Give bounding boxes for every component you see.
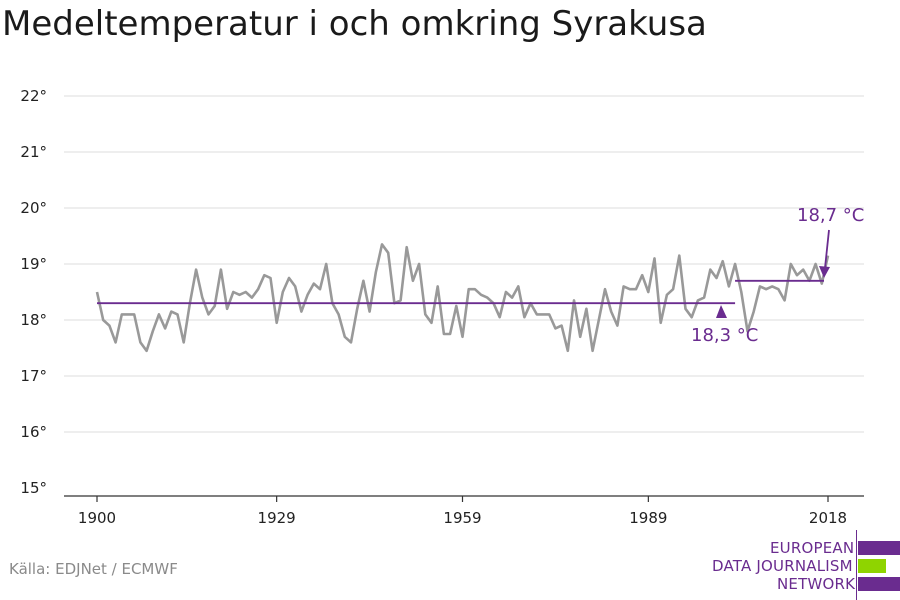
y-tick-label: 21° (20, 143, 47, 161)
x-tick-label: 1929 (258, 509, 296, 527)
temperature-series-line (95, 243, 830, 353)
annotations: 18,3 °C 18,7 °C (691, 205, 864, 346)
chart-title: Medeltemperatur i och omkring Syrakusa (2, 4, 707, 44)
annotation-arrow (819, 266, 830, 278)
annotation-arrow-line (824, 229, 830, 269)
reference-lines (97, 279, 824, 305)
source-note: Källa: EDJNet / ECMWF (9, 560, 178, 578)
logo-bar-green (858, 559, 886, 573)
logo-line-2: DATA JOURNALISM (712, 557, 853, 575)
y-tick-label: 17° (20, 367, 47, 385)
series-layer (95, 243, 830, 353)
logo-line-3: NETWORK (777, 575, 856, 593)
y-tick-label: 18° (20, 311, 47, 329)
logo-line-1: EUROPEAN (770, 539, 855, 557)
annotation-label: 18,3 °C (691, 325, 758, 346)
x-tick-label: 1900 (78, 509, 116, 527)
logo-bar-purple-2 (858, 577, 900, 591)
logo-bar-purple-1 (858, 541, 900, 555)
y-axis-ticks: 15° 16° 17° 18° 19° 20° 21° 22° (20, 87, 47, 497)
grid-layer (64, 95, 864, 433)
y-tick-label: 16° (20, 423, 47, 441)
y-tick-label: 15° (20, 479, 47, 497)
y-tick-label: 19° (20, 255, 47, 273)
annotation-arrow (716, 305, 727, 318)
x-tick-label: 2018 (809, 509, 847, 527)
y-tick-label: 22° (20, 87, 47, 105)
x-tick-label: 1959 (443, 509, 481, 527)
y-tick-label: 20° (20, 199, 47, 217)
annotation-label: 18,7 °C (797, 205, 864, 226)
x-axis: 1900 1929 1959 1989 2018 (64, 495, 864, 527)
x-tick-label: 1989 (629, 509, 667, 527)
edjnet-logo: EUROPEAN DATA JOURNALISM NETWORK (700, 530, 900, 600)
logo-divider (856, 530, 857, 600)
